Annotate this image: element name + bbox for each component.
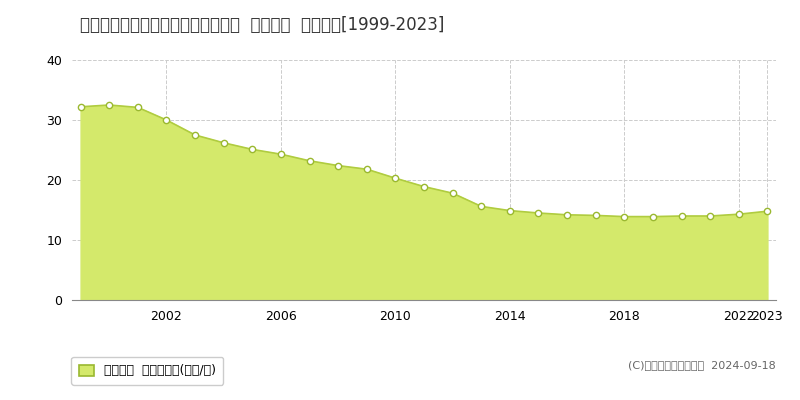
Text: (C)土地価格ドットコム  2024-09-18: (C)土地価格ドットコム 2024-09-18 bbox=[628, 360, 776, 370]
Text: 鴥取県鴥取市南安長２丁目１０３番  公示地価  地価推移[1999-2023]: 鴥取県鴥取市南安長２丁目１０３番 公示地価 地価推移[1999-2023] bbox=[80, 16, 444, 34]
Legend: 公示地価  平均坪単価(万円/坪): 公示地価 平均坪単価(万円/坪) bbox=[71, 357, 223, 385]
